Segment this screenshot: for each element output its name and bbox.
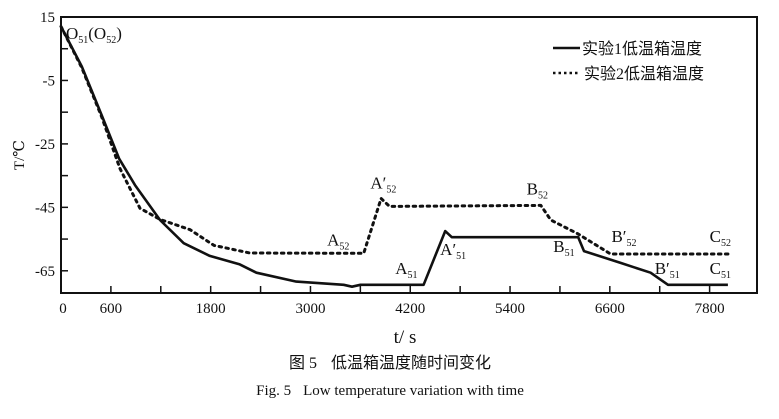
point-label-main: C <box>710 227 721 246</box>
y-tick-label: -5 <box>43 73 56 89</box>
x-axis-label: t/ s <box>394 327 417 348</box>
point-label: B51 <box>553 237 574 259</box>
plot-frame <box>60 16 758 294</box>
point-label-main: A <box>395 259 408 278</box>
point-label-sub: 51 <box>408 270 418 281</box>
point-label-main: A′ <box>370 173 386 192</box>
series-line-1 <box>59 25 728 288</box>
point-label-main: ) <box>116 24 122 43</box>
y-tick-label: -25 <box>35 137 55 153</box>
point-label-main: A <box>327 230 340 249</box>
caption-en-title: Low temperature variation with time <box>303 383 524 399</box>
caption-cn-number: 图 5 <box>289 355 317 372</box>
x-tick-label: 3000 <box>295 301 325 317</box>
x-tick-label: 1800 <box>196 301 226 317</box>
y-tick-label: -65 <box>35 264 55 280</box>
y-tick-label: 15 <box>40 10 55 26</box>
point-label-sub: 51 <box>721 270 731 281</box>
point-label-sub: 52 <box>538 191 548 202</box>
y-tick-label: -45 <box>35 200 55 216</box>
point-label: B52 <box>527 180 548 202</box>
point-label-sub: 51 <box>78 35 88 46</box>
caption-cn: 图 5 低温箱温度随时间变化 <box>289 354 491 372</box>
caption-en-number: Fig. 5 <box>256 383 291 399</box>
point-label-main: B <box>553 237 564 256</box>
point-label: A′51 <box>440 240 466 262</box>
point-label-sub: 52 <box>721 238 731 249</box>
caption-en: Fig. 5 Low temperature variation with tim… <box>256 383 524 399</box>
point-label: B′51 <box>655 259 680 281</box>
point-label-sub: 52 <box>106 35 116 46</box>
point-label-sub: 51 <box>565 248 575 259</box>
legend-label-1: 实验1低温箱温度 <box>582 40 702 58</box>
y-axis-label: T/℃ <box>12 140 28 170</box>
point-label-main: O <box>66 24 78 43</box>
point-label: A51 <box>395 259 417 281</box>
point-label-main: B <box>527 180 538 199</box>
point-label-main: A′ <box>440 240 456 259</box>
point-label-sub: 52 <box>627 238 637 249</box>
x-tick-label: 6600 <box>595 301 625 317</box>
legend-label-2: 实验2低温箱温度 <box>584 65 704 83</box>
point-label: C52 <box>710 227 731 249</box>
caption-cn-title: 低温箱温度随时间变化 <box>331 354 491 372</box>
series-line-2 <box>59 25 730 256</box>
point-label-sub: 52 <box>386 184 396 195</box>
x-tick-label: 4200 <box>395 301 425 317</box>
x-tick-label: 7800 <box>695 301 725 317</box>
point-label: B′52 <box>611 227 636 249</box>
point-label-sub: 51 <box>670 270 680 281</box>
x-tick-label: 5400 <box>495 301 525 317</box>
x-tick-label: 0 <box>59 301 67 317</box>
point-label: A′52 <box>370 173 396 195</box>
point-label-main: (O <box>88 24 106 43</box>
point-label-main: B′ <box>655 259 670 278</box>
point-label-main: B′ <box>611 227 626 246</box>
point-label-main: C <box>710 259 721 278</box>
point-label: O51(O52) <box>66 24 122 46</box>
point-label-sub: 52 <box>339 241 349 252</box>
x-tick-label: 600 <box>100 301 123 317</box>
legend: 实验1低温箱温度 实验2低温箱温度 <box>553 40 704 83</box>
point-label-sub: 51 <box>456 251 466 262</box>
point-label: C51 <box>710 259 731 281</box>
point-label: A52 <box>327 230 349 252</box>
